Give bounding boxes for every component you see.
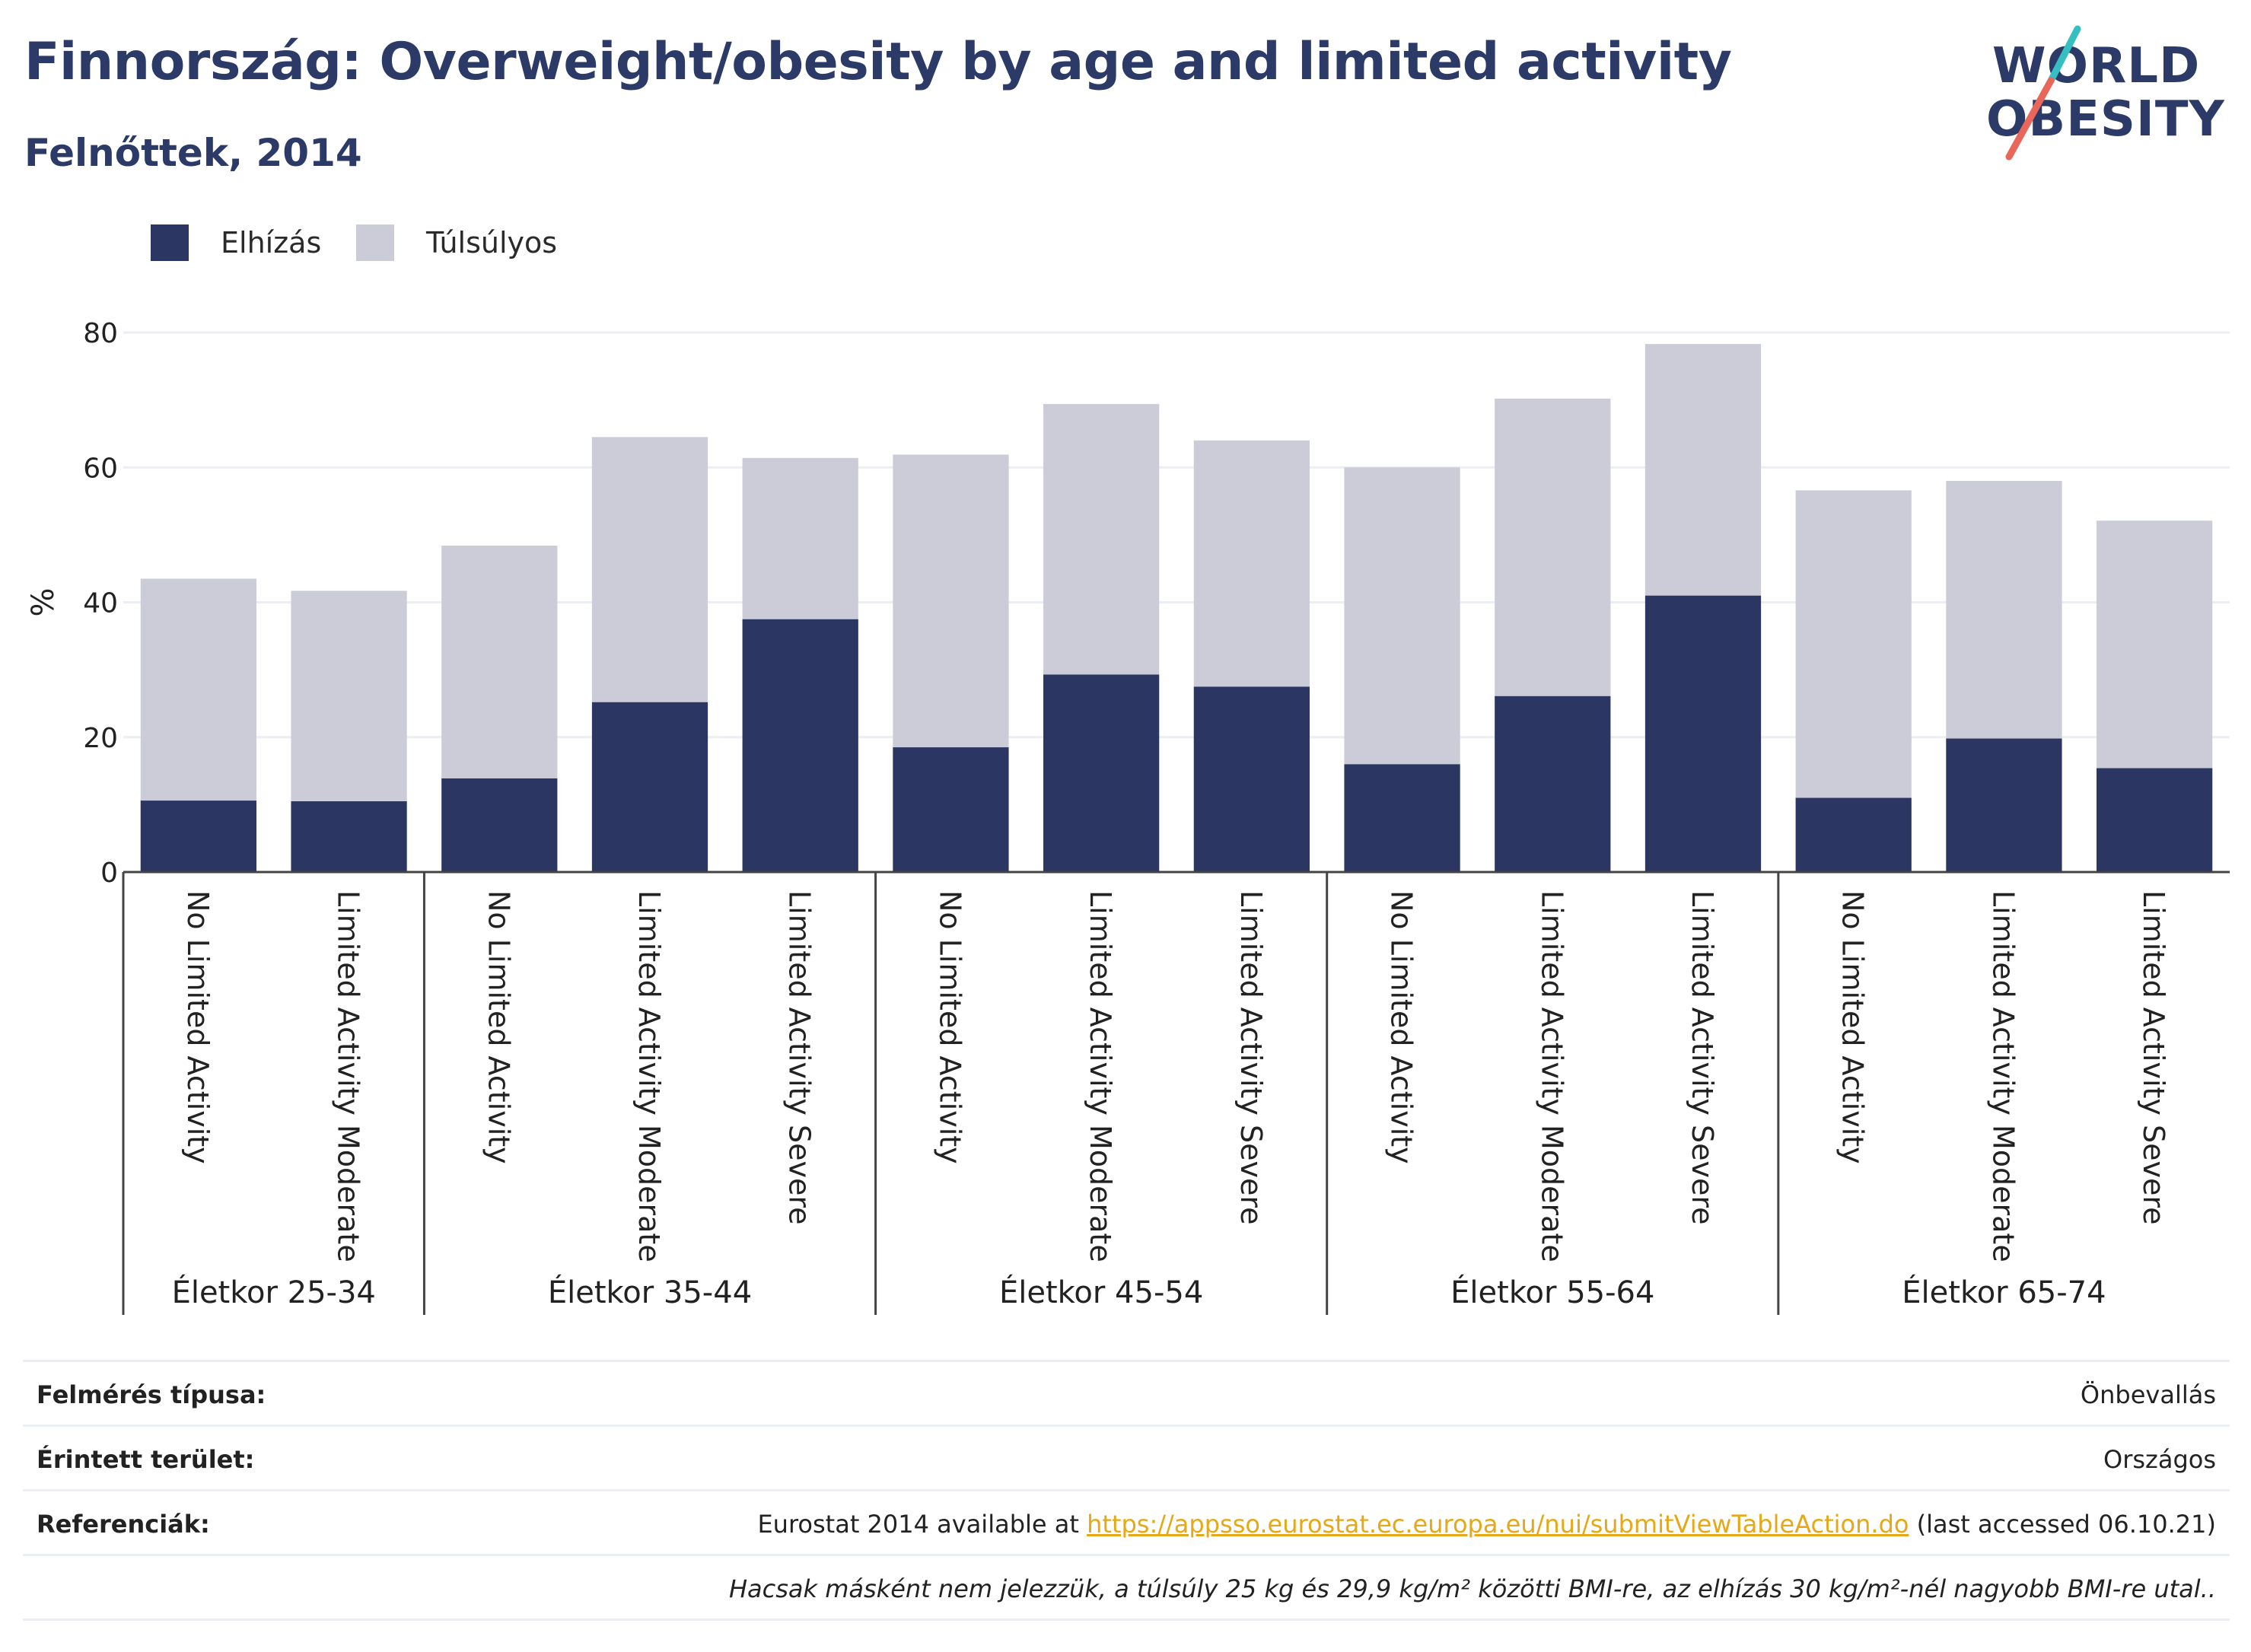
x-tick-label: Limited Activity Severe	[2137, 890, 2170, 1225]
x-tick-label: No Limited Activity	[933, 890, 966, 1164]
bar-overweight	[140, 578, 256, 801]
bar-obesity	[2097, 768, 2213, 872]
bar-obesity	[591, 702, 708, 872]
bar-obesity	[140, 801, 256, 872]
world-obesity-logo: WORLD OBESITY	[1986, 21, 2237, 166]
bar-overweight	[591, 437, 708, 702]
bar-obesity	[1344, 764, 1460, 872]
y-tick-label: 60	[83, 453, 118, 484]
bar-overweight	[1344, 467, 1460, 765]
y-tick-label: 40	[83, 588, 118, 619]
x-tick-label: Limited Activity Moderate	[632, 890, 666, 1262]
bar-overweight	[1795, 490, 1912, 798]
legend-label-obesity: Elhízás	[221, 226, 322, 259]
bar-obesity	[1795, 797, 1912, 872]
info-table-bottom-rule	[23, 1619, 2230, 1621]
bar-overweight	[441, 546, 558, 778]
bar-obesity	[742, 619, 858, 872]
logo-line-1: WORLD	[1992, 38, 2201, 94]
stacked-bar-chart: 0 20 40 60 80% No Limited Activity Limited Act…	[26, 318, 2230, 1315]
info-row-note: Hacsak másként nem jelezzük, a túlsúly 2…	[23, 1554, 2230, 1619]
age-group-label: Életkor 35-44	[548, 1274, 752, 1310]
age-group-label: Életkor 55-64	[1450, 1274, 1654, 1310]
bar-obesity	[291, 801, 407, 872]
age-group-label: Életkor 65-74	[1902, 1274, 2106, 1310]
x-tick-label: No Limited Activity	[482, 890, 515, 1164]
chart-title: Finnország: Overweight/obesity by age an…	[24, 32, 1732, 92]
y-tick-label: 80	[83, 318, 118, 349]
y-tick-label: 0	[100, 858, 118, 889]
bar-obesity	[1644, 595, 1762, 872]
reference-accessed: (last accessed 06.10.21)	[1909, 1510, 2216, 1539]
x-tick-label: Limited Activity Severe	[783, 890, 817, 1225]
bar-overweight	[1495, 398, 1611, 696]
x-tick-label: Limited Activity Moderate	[1084, 890, 1117, 1262]
x-tick-label: No Limited Activity	[1385, 890, 1418, 1164]
age-group-label: Életkor 25-34	[172, 1274, 376, 1310]
bar-overweight	[2097, 520, 2213, 769]
info-note: Hacsak másként nem jelezzük, a túlsúly 2…	[728, 1574, 2216, 1603]
legend-swatch-obesity	[151, 224, 189, 261]
x-tick-label: Limited Activity Moderate	[1535, 890, 1568, 1262]
info-row-survey-type: Felmérés típusa: Önbevallás	[23, 1360, 2230, 1424]
bar-obesity	[893, 747, 1009, 872]
x-tick-label: No Limited Activity	[1836, 890, 1870, 1164]
y-tick-label: 20	[83, 723, 118, 754]
info-row-area: Érintett terület: Országos	[23, 1424, 2230, 1489]
bar-obesity	[1193, 686, 1310, 872]
x-tick-label: Limited Activity Moderate	[332, 890, 365, 1262]
reference-link[interactable]: https://appsso.eurostat.ec.europa.eu/nui…	[1087, 1510, 1909, 1539]
bar-overweight	[742, 457, 858, 619]
info-table: Felmérés típusa: Önbevallás Érintett ter…	[23, 1360, 2230, 1621]
legend-item-obesity: Elhízás	[151, 224, 321, 261]
legend-label-overweight: Túlsúlyos	[426, 226, 558, 259]
y-axis-label: %	[26, 587, 61, 616]
age-group-label: Életkor 45-54	[999, 1274, 1203, 1310]
info-value: Önbevallás	[2080, 1380, 2216, 1409]
bar-overweight	[1946, 480, 2062, 739]
info-key: Felmérés típusa:	[37, 1380, 266, 1409]
bar-obesity	[1043, 674, 1160, 872]
info-value: Országos	[2103, 1445, 2216, 1474]
bar-overweight	[1193, 440, 1310, 687]
info-key: Referenciák:	[37, 1510, 210, 1539]
info-value: Eurostat 2014 available at https://appss…	[757, 1510, 2216, 1539]
logo-slash-icon	[2005, 25, 2081, 161]
info-key: Érintett terület:	[37, 1445, 255, 1474]
bar-obesity	[1495, 695, 1611, 872]
legend-item-overweight: Túlsúlyos	[356, 224, 557, 261]
bar-obesity	[1946, 738, 2062, 872]
x-tick-label: No Limited Activity	[181, 890, 215, 1164]
info-row-references: Referenciák: Eurostat 2014 available at …	[23, 1489, 2230, 1554]
bar-overweight	[1043, 403, 1160, 675]
bar-overweight	[291, 590, 407, 801]
x-tick-label: Limited Activity Severe	[1686, 890, 1719, 1225]
bar-overweight	[1644, 344, 1762, 596]
legend-swatch-overweight	[356, 224, 394, 261]
reference-text: Eurostat 2014 available at	[757, 1510, 1087, 1539]
x-tick-label: Limited Activity Severe	[1234, 890, 1268, 1225]
bar-obesity	[441, 778, 558, 872]
bar-overweight	[893, 454, 1009, 748]
chart-subtitle: Felnőttek, 2014	[24, 131, 362, 175]
x-tick-label: Limited Activity Moderate	[1986, 890, 2020, 1262]
